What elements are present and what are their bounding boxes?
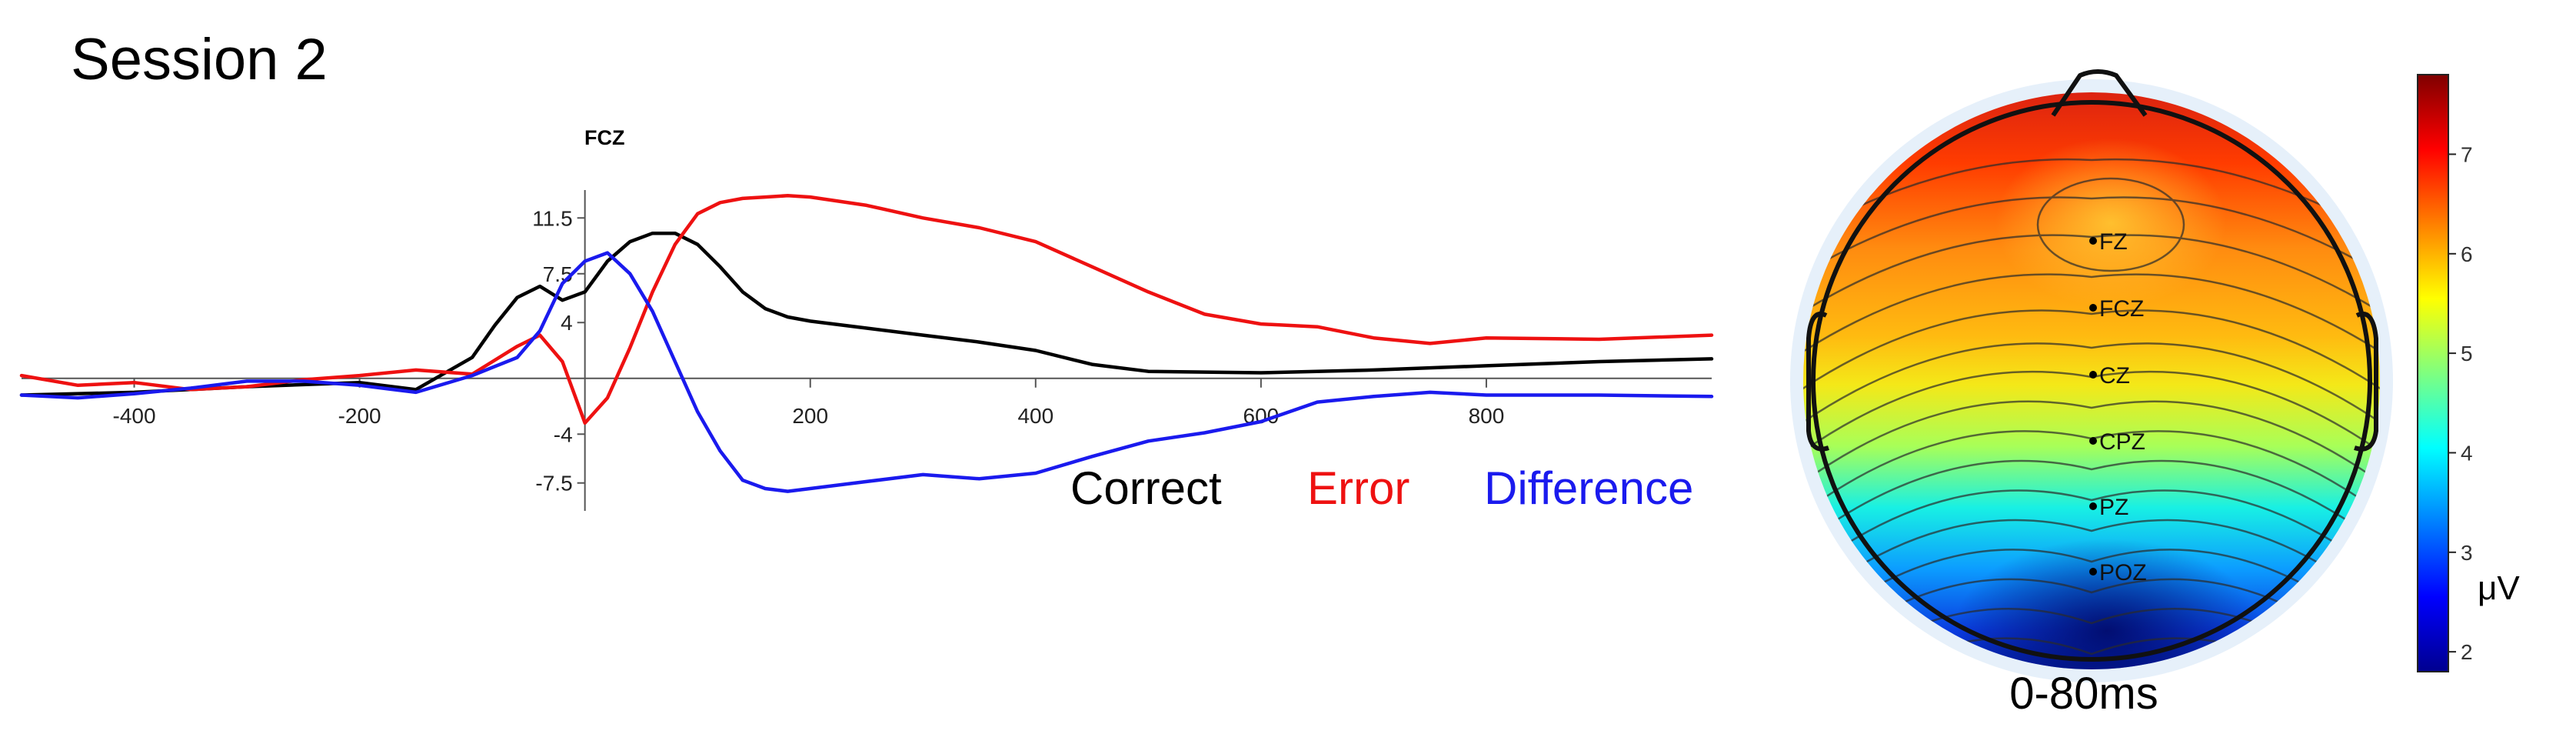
colorbar-unit-label: μV xyxy=(2478,569,2520,607)
colorbar-tick-label: 7 xyxy=(2461,142,2473,166)
electrode-label: CPZ xyxy=(2099,429,2145,455)
colorbar-tick-label: 6 xyxy=(2461,242,2473,266)
legend-correct: Correct xyxy=(1070,462,1222,514)
contour-line xyxy=(2036,177,2185,272)
contour-line xyxy=(1803,158,2380,239)
electrode-markers: FZ FCZ CZ CPZ PZ POZ xyxy=(2089,229,2147,586)
electrode-dot xyxy=(2089,502,2097,510)
y-tick-label: -4 xyxy=(554,422,573,446)
colorbar-ticks: 2 3 4 5 6 7 xyxy=(2448,142,2473,664)
electrode-dot xyxy=(2089,371,2097,379)
y-tick-label: 11.5 xyxy=(532,206,572,230)
contour-line xyxy=(1803,196,2380,277)
chart-channel-title: FCZ xyxy=(584,126,624,149)
electrode-label: POZ xyxy=(2099,560,2147,586)
colorbar: 2 3 4 5 6 7 xyxy=(2417,74,2473,672)
contour-line xyxy=(1803,273,2380,355)
x-tick-label: 200 xyxy=(792,404,828,428)
contour-line xyxy=(1803,519,2380,609)
colorbar-tick-label: 5 xyxy=(2461,342,2473,365)
electrode-label: CZ xyxy=(2099,363,2130,389)
y-tick-label: 4 xyxy=(561,311,573,335)
contour-line xyxy=(1803,234,2380,315)
series-line-error xyxy=(19,194,1714,425)
contour-line xyxy=(1803,489,2380,578)
y-tick-label: -7.5 xyxy=(535,472,572,495)
x-tick-label: 800 xyxy=(1469,404,1505,428)
contour-line xyxy=(1803,342,2380,426)
legend-error: Error xyxy=(1307,462,1410,514)
series-line-difference xyxy=(19,251,1714,493)
y-tick-label: 7.5 xyxy=(543,262,573,286)
series-line-correct xyxy=(19,231,1714,397)
electrode-dot xyxy=(2089,237,2097,245)
erp-series-lines xyxy=(19,194,1714,493)
electrode-label: FCZ xyxy=(2099,296,2144,322)
colorbar-tick-label: 2 xyxy=(2461,640,2473,664)
page-title: Session 2 xyxy=(71,27,328,92)
topography-time-window: 0-80ms xyxy=(2009,669,2158,719)
electrode-dot xyxy=(2089,568,2097,576)
electrode-label: PZ xyxy=(2099,495,2128,520)
head-outline xyxy=(1806,69,2378,662)
contour-line xyxy=(1803,400,2380,486)
colorbar-tick-label: 4 xyxy=(2461,441,2473,465)
electrode-dot xyxy=(2089,437,2097,445)
x-tick-label: -400 xyxy=(113,404,156,428)
colorbar-tick-label: 3 xyxy=(2461,541,2473,565)
legend-difference: Difference xyxy=(1484,462,1694,514)
x-tick-label: 400 xyxy=(1017,404,1053,428)
contour-line xyxy=(1803,309,2380,392)
x-tick-label: -200 xyxy=(338,404,381,428)
electrode-dot xyxy=(2089,304,2097,312)
contour-line xyxy=(1803,459,2380,547)
electrode-label: FZ xyxy=(2099,229,2128,255)
